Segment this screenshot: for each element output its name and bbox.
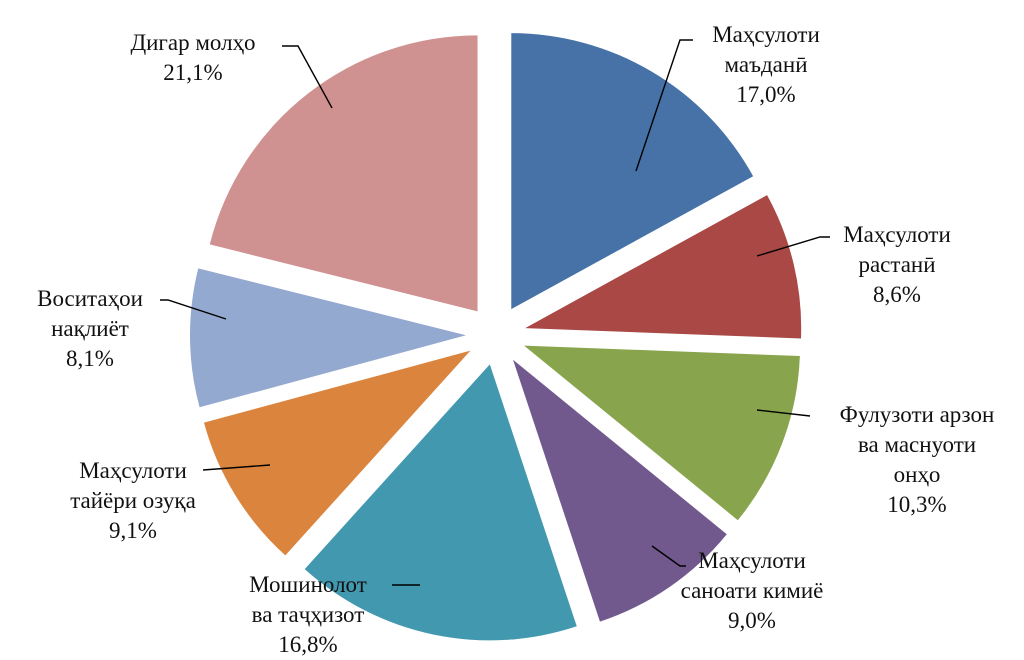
slice-name-label: ва таҷҳизот (252, 602, 365, 627)
slice-label: Фулузоти арзон ва маснуоти онҳо 10,3% (840, 402, 995, 517)
leader-line (756, 409, 811, 417)
leader-line (202, 464, 271, 471)
pie-slice (513, 359, 727, 622)
slice-value-label: 10,3% (887, 492, 946, 517)
leader-line (756, 236, 830, 257)
pie-slices (190, 33, 802, 641)
slice-label: Маҳсулоти тайёри озуқа 9,1% (70, 458, 196, 543)
leader-line (282, 45, 333, 109)
pie-slice (203, 350, 471, 556)
leader-line (635, 39, 693, 172)
slice-name-label: ва маснуоти (858, 432, 976, 457)
slice-name-label: онҳо (894, 462, 941, 487)
pie-slice (525, 195, 802, 339)
slice-name-label: Маҳсулоти (843, 222, 951, 247)
slice-value-label: 8,6% (873, 282, 921, 307)
slice-label: Дигар молҳо 21,1% (130, 30, 255, 85)
slice-label: Воситаҳои нақлиёт 8,1% (37, 286, 143, 371)
slice-label: Мошинолот ва таҷҳизот 16,8% (249, 572, 367, 657)
slice-label: Маҳсулоти растанӣ 8,6% (843, 222, 951, 307)
pie-slice (209, 35, 478, 312)
leader-line (651, 545, 686, 567)
slice-value-label: 16,8% (278, 632, 337, 657)
slice-labels: Маҳсулоти маъданӣ 17,0% Маҳсулоти растанӣ 8,6… (37, 22, 994, 657)
slice-name-label: нақлиёт (51, 316, 129, 341)
slice-label: Маҳсулоти маъданӣ 17,0% (712, 22, 820, 107)
pie-slice (190, 268, 467, 408)
slice-name-label: Маҳсулоти (712, 22, 820, 47)
slice-label: Маҳсулоти саноати кимиё 9,0% (681, 548, 824, 633)
slice-name-label: саноати кимиё (681, 578, 824, 603)
slice-name-label: Мошинолот (249, 572, 367, 597)
slice-name-label: маъданӣ (724, 52, 807, 77)
slice-name-label: тайёри озуқа (70, 488, 196, 513)
slice-value-label: 8,1% (66, 346, 114, 371)
slice-name-label: Маҳсулоти (79, 458, 187, 483)
slice-name-label: Дигар молҳо (130, 30, 255, 55)
pie-slice (524, 345, 800, 521)
slice-name-label: растанӣ (858, 252, 935, 277)
pie-slice (304, 364, 577, 641)
slice-name-label: Фулузоти арзон (840, 402, 995, 427)
slice-value-label: 9,0% (728, 608, 776, 633)
leader-line (160, 299, 227, 320)
pie-slice (511, 33, 754, 310)
slice-name-label: Воситаҳои (37, 286, 143, 311)
leader-lines (160, 39, 830, 586)
slice-name-label: Маҳсулоти (698, 548, 806, 573)
slice-value-label: 21,1% (163, 60, 222, 85)
slice-value-label: 9,1% (109, 518, 157, 543)
slice-value-label: 17,0% (736, 82, 795, 107)
